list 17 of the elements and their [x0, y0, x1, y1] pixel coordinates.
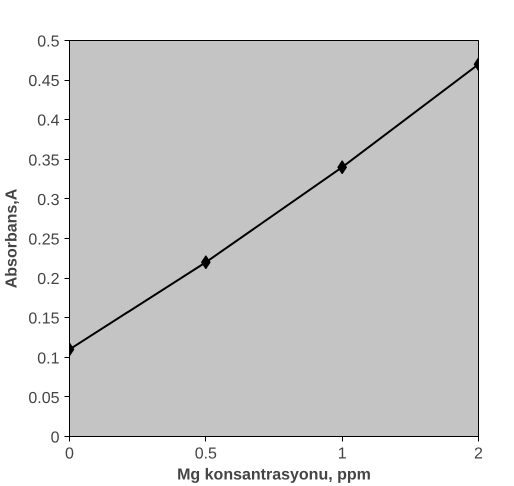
y-tick-label: 0.5	[37, 34, 60, 50]
y-tick-label: 0.4	[37, 112, 60, 130]
y-tick-label: 0.45	[28, 73, 60, 90]
x-tick-label: 0	[65, 446, 74, 462]
y-tick-label: 0.35	[28, 152, 60, 170]
y-tick-label: 0.3	[37, 192, 60, 209]
x-tick-label: 2	[474, 446, 484, 462]
y-tick-label: 0.05	[28, 390, 60, 407]
y-axis-title: Absorbans,A	[3, 188, 20, 288]
x-tick-label: 1	[338, 446, 347, 462]
y-tick-label: 0.25	[28, 232, 60, 248]
y-tick-label: 0	[50, 430, 60, 446]
y-tick-label: 0.15	[28, 310, 60, 328]
x-axis-title: Mg konsantrasyonu, ppm	[177, 466, 371, 484]
x-tick-label: 0.5	[194, 446, 218, 462]
y-tick-label: 0.2	[37, 271, 60, 288]
y-tick-label: 0.1	[37, 350, 60, 368]
